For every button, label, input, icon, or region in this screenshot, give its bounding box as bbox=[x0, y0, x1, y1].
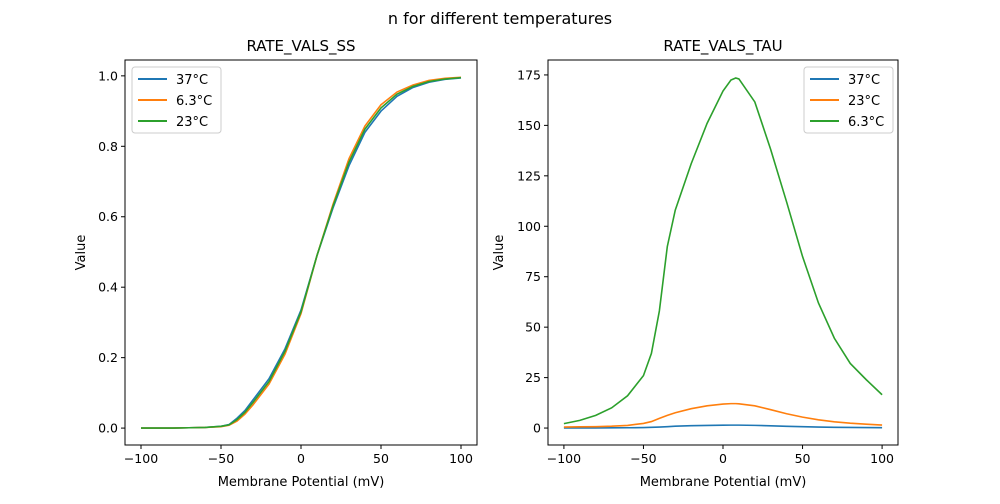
series-line-63C bbox=[563, 77, 883, 425]
figure-title: n for different temperatures bbox=[388, 9, 612, 28]
y-tick-label: 100 bbox=[517, 219, 541, 234]
y-axis-label: Value bbox=[74, 235, 89, 271]
x-tick-label: 0 bbox=[719, 451, 727, 466]
legend: 37°C 6.3°C 23°C bbox=[131, 66, 222, 134]
legend-label: 37°C bbox=[848, 73, 880, 88]
y-tick-label: 0 bbox=[533, 421, 541, 436]
x-tick-label: 50 bbox=[795, 451, 811, 466]
x-axis-label: Membrane Potential (mV) bbox=[218, 475, 385, 490]
y-tick-label: 125 bbox=[517, 168, 541, 183]
series-line-37C bbox=[563, 424, 883, 429]
x-tick-label: −50 bbox=[630, 451, 656, 466]
y-tick-label: 0.8 bbox=[98, 139, 118, 154]
y-tick-label: 25 bbox=[525, 370, 541, 385]
subplot-title: RATE_VALS_TAU bbox=[663, 37, 782, 56]
subplot-1: RATE_VALS_SS −100 −50 0 50 100 0.0 0.2 0.4 0.6 0.8… bbox=[74, 37, 478, 490]
x-tick-label: −100 bbox=[124, 451, 158, 466]
subplot-title: RATE_VALS_SS bbox=[246, 37, 355, 56]
legend-label: 23°C bbox=[848, 94, 880, 109]
y-tick-label: 0.2 bbox=[98, 350, 118, 365]
x-tick-label: −100 bbox=[547, 451, 581, 466]
y-tick-label: 150 bbox=[517, 118, 541, 133]
y-tick-label: 0.6 bbox=[98, 209, 118, 224]
series-line-23C bbox=[563, 402, 883, 428]
y-tick-label: 0.4 bbox=[98, 280, 118, 295]
y-tick-label: 1.0 bbox=[98, 68, 118, 83]
legend-frame bbox=[803, 66, 894, 134]
legend-frame bbox=[131, 66, 222, 134]
x-tick-label: 100 bbox=[449, 451, 473, 466]
x-tick-label: 0 bbox=[297, 451, 305, 466]
subplot-2: RATE_VALS_TAU −100 −50 0 50 100 0 25 50 75 100 125 1… bbox=[492, 37, 899, 490]
x-tick-label: −50 bbox=[208, 451, 234, 466]
y-tick-label: 50 bbox=[525, 320, 541, 335]
x-tick-label: 50 bbox=[373, 451, 389, 466]
series-line-23C bbox=[141, 76, 462, 429]
y-tick-label: 175 bbox=[517, 67, 541, 82]
legend-label: 6.3°C bbox=[176, 94, 212, 109]
legend-label: 6.3°C bbox=[848, 115, 884, 130]
legend-label: 37°C bbox=[176, 73, 208, 88]
y-tick-label: 75 bbox=[525, 269, 541, 284]
y-axis-label: Value bbox=[492, 235, 507, 271]
legend-label: 23°C bbox=[176, 115, 208, 130]
legend: 37°C 23°C 6.3°C bbox=[803, 66, 894, 134]
x-tick-label: 100 bbox=[870, 451, 894, 466]
y-tick-label: 0.0 bbox=[98, 421, 118, 436]
x-axis-label: Membrane Potential (mV) bbox=[640, 475, 807, 490]
